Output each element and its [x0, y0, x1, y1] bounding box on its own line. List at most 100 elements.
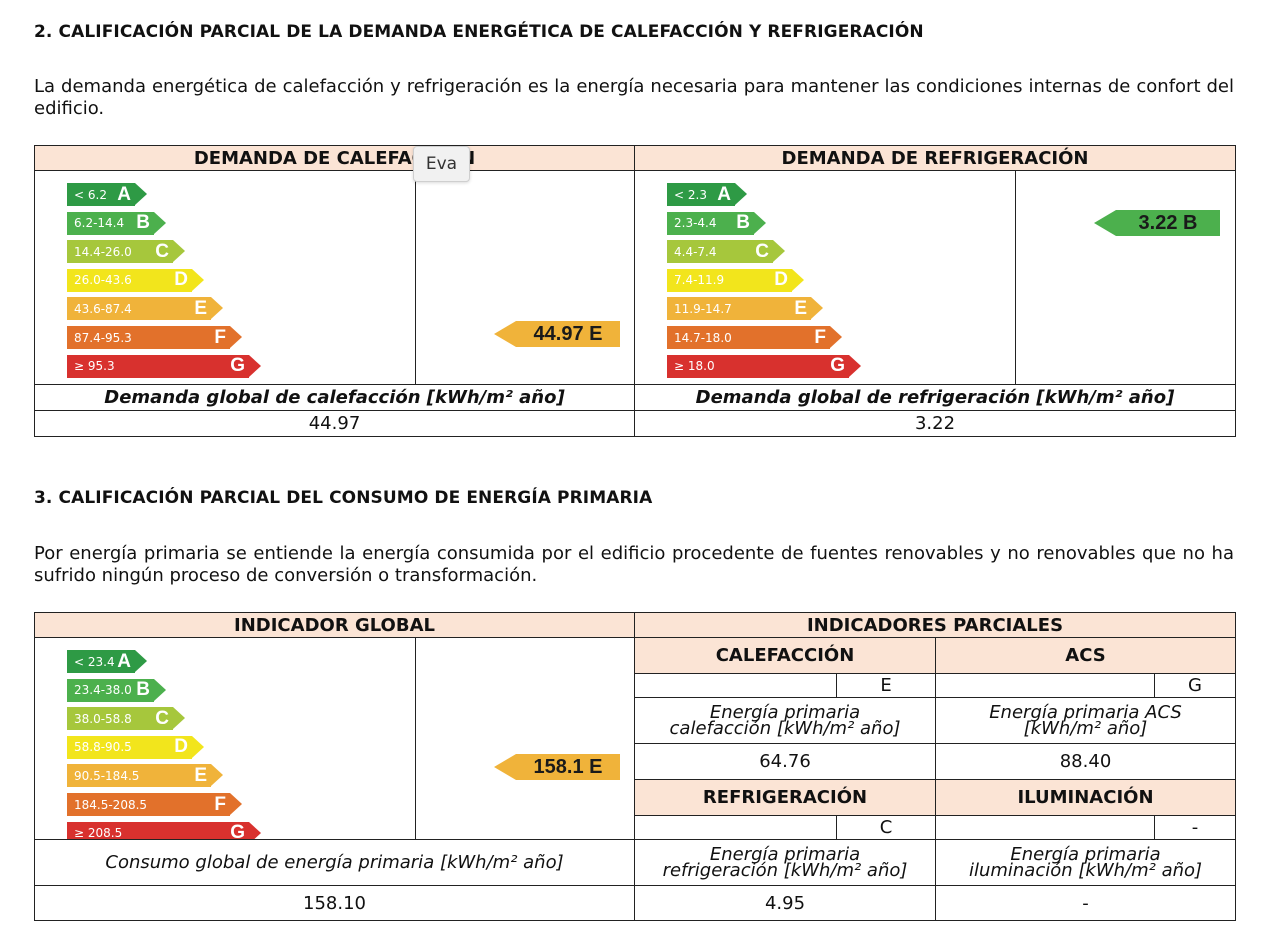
heating-demand-title: DEMANDA DE CALEFACCIÓN: [34, 145, 635, 171]
scale-arrow-icon: [754, 211, 766, 234]
scale-arrow-icon: [154, 211, 166, 234]
partial-heating-rating: E: [836, 673, 936, 698]
scale-letter: B: [136, 679, 150, 701]
heating-global-label: Demanda global de calefacción [kWh/m² añ…: [34, 384, 635, 411]
scale-range-label: 87.4-95.3: [74, 330, 132, 345]
global-indicator-cell: 158.1 E: [415, 637, 635, 840]
partial-heating-title: CALEFACCIÓN: [634, 637, 936, 674]
scale-letter: C: [155, 707, 169, 729]
scale-range-label: < 2.3: [674, 187, 707, 202]
scale-letter: A: [717, 183, 731, 205]
global-consumption-label: Consumo global de energía primaria [kWh/…: [34, 839, 635, 886]
cooling-demand-title: DEMANDA DE REFRIGERACIÓN: [634, 145, 1236, 171]
demand-table: DEMANDA DE CALEFACCIÓN DEMANDA DE REFRIG…: [34, 145, 1236, 437]
scale-range-label: 11.9-14.7: [674, 301, 732, 316]
scale-range-label: 26.0-43.6: [74, 273, 132, 288]
blank-cell: [634, 673, 837, 698]
heating-scale-bar-f: 87.4-95.3 F: [67, 326, 242, 349]
indicator-arrow-icon: [494, 321, 516, 347]
scale-letter: D: [174, 269, 188, 291]
cooling-indicator: 3.22 B: [1094, 210, 1220, 236]
scale-arrow-icon: [211, 764, 223, 787]
global-scale-bar-a: < 23.4 A: [67, 650, 147, 673]
heating-scale-bar-e: 43.6-87.4 E: [67, 297, 223, 321]
scale-arrow-icon: [230, 793, 242, 815]
partial-acs-label: Energía primaria ACS [kWh/m² año]: [934, 697, 1237, 744]
global-scale-bar-e: 90.5-184.5 E: [67, 764, 223, 788]
scale-range-label: ≥ 95.3: [74, 359, 115, 374]
partial-acs-value: 88.40: [934, 743, 1237, 780]
scale-arrow-icon: [249, 354, 261, 377]
scale-arrow-icon: [135, 650, 147, 672]
scale-arrow-icon: [830, 326, 842, 348]
scale-arrow-icon: [173, 707, 185, 730]
scale-range-label: < 23.4: [74, 654, 115, 669]
partial-acs-rating: G: [1153, 673, 1237, 698]
blank-cell: [935, 815, 1155, 840]
cooling-scale-bar-d: 7.4-11.9 D: [667, 268, 804, 292]
scale-letter: F: [214, 793, 226, 815]
heating-global-value: 44.97: [34, 410, 635, 437]
scale-letter: C: [755, 240, 769, 262]
global-scale-bar-d: 58.8-90.5 D: [67, 735, 204, 759]
global-indicator-title: INDICADOR GLOBAL: [34, 612, 635, 638]
heating-scale-bar-b: 6.2-14.4 B: [67, 211, 166, 235]
partial-lighting-value: -: [934, 885, 1237, 921]
cooling-global-label: Demanda global de refrigeración [kWh/m² …: [634, 384, 1236, 411]
partial-lighting-title: ILUMINACIÓN: [934, 779, 1237, 816]
scale-letter: E: [794, 297, 807, 319]
cooling-indicator-cell: 3.22 B: [1015, 170, 1236, 385]
scale-letter: D: [174, 736, 188, 758]
scale-arrow-icon: [811, 297, 823, 320]
scale-arrow-icon: [249, 821, 261, 839]
scale-arrow-icon: [154, 678, 166, 701]
global-scale-bar-f: 184.5-208.5 F: [67, 793, 242, 816]
scale-range-label: ≥ 18.0: [674, 359, 715, 374]
scale-arrow-icon: [135, 183, 147, 205]
scale-range-label: 90.5-184.5: [74, 768, 140, 783]
section-3-intro: Por energía primaria se entiende la ener…: [34, 543, 1234, 586]
scale-range-label: 14.4-26.0: [74, 244, 132, 259]
partial-cooling-value: 4.95: [634, 885, 936, 921]
cooling-scale-bar-g: ≥ 18.0 G: [667, 354, 861, 378]
scale-range-label: < 6.2: [74, 187, 107, 202]
cooling-scale-bar-c: 4.4-7.4 C: [667, 240, 785, 264]
cooling-scale-bar-b: 2.3-4.4 B: [667, 211, 766, 235]
scale-letter: A: [117, 650, 131, 672]
scale-letter: E: [194, 297, 207, 319]
scale-letter: F: [214, 326, 226, 348]
scale-range-label: 6.2-14.4: [74, 216, 125, 231]
cooling-scale-bar-e: 11.9-14.7 E: [667, 297, 823, 321]
heating-scale-bar-c: 14.4-26.0 C: [67, 240, 185, 264]
global-scale-bar-c: 38.0-58.8 C: [67, 707, 185, 731]
indicator-arrow-icon: [494, 754, 516, 780]
scale-range-label: 58.8-90.5: [74, 740, 132, 755]
global-scale-bar-b: 23.4-38.0 B: [67, 678, 166, 702]
scale-range-label: 43.6-87.4: [74, 301, 132, 316]
scale-arrow-icon: [211, 297, 223, 320]
section-2-intro: La demanda energética de calefacción y r…: [34, 76, 1234, 119]
scale-letter: G: [230, 355, 245, 377]
heating-scale: < 6.2 A 6.2-14.4 B 14.4-26.0 C 26.0-43.6 D 43.6-…: [34, 170, 416, 385]
heating-scale-bar-a: < 6.2 A: [67, 183, 147, 206]
partial-heating-value: 64.76: [634, 743, 936, 780]
blank-cell: [935, 673, 1155, 698]
scale-letter: D: [774, 269, 788, 291]
partial-lighting-rating: -: [1153, 815, 1237, 840]
scale-letter: B: [736, 212, 750, 234]
global-consumption-value: 158.10: [34, 885, 635, 921]
scale-arrow-icon: [792, 268, 804, 291]
cooling-scale: < 2.3 A 2.3-4.4 B 4.4-7.4 C 7.4-11.9 D 11.9-14.7…: [634, 170, 1016, 385]
heating-indicator-cell: 44.97 E: [415, 170, 635, 385]
scale-letter: G: [830, 355, 845, 377]
scale-range-label: 38.0-58.8: [74, 711, 132, 726]
section-2-heading: 2. CALIFICACIÓN PARCIAL DE LA DEMANDA EN…: [34, 22, 924, 42]
global-scale: < 23.4 A 23.4-38.0 B 38.0-58.8 C 58.8-90.5 D 90.…: [34, 637, 416, 840]
partial-lighting-label: Energía primaria iluminación [kWh/m² año]: [934, 839, 1237, 886]
section-3-heading: 3. CALIFICACIÓN PARCIAL DEL CONSUMO DE E…: [34, 488, 653, 508]
scale-arrow-icon: [773, 240, 785, 263]
scale-range-label: 23.4-38.0: [74, 683, 132, 698]
scale-range-label: 14.7-18.0: [674, 330, 732, 345]
cooling-global-value: 3.22: [634, 410, 1236, 437]
scale-letter: G: [230, 822, 245, 840]
